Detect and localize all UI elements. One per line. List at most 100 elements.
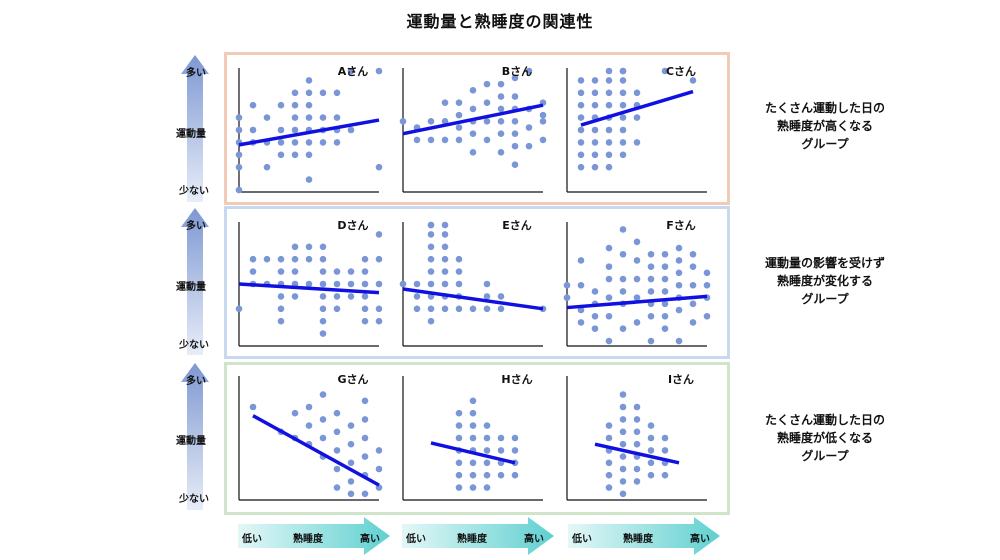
data-point [319,305,327,313]
data-point [455,99,463,107]
data-point [605,263,613,270]
data-point [319,434,327,442]
scatter-chart-c: Cさん [566,65,707,193]
data-point [375,317,383,325]
data-point [291,255,299,263]
data-point [361,397,369,405]
data-point [483,305,491,313]
data-point [619,139,627,146]
description-line: 熟睡度が高くなる [776,119,873,133]
data-point [577,257,585,264]
data-point [413,293,421,300]
data-point [483,99,491,107]
data-point [647,312,655,320]
data-point [619,67,627,75]
data-point [619,226,627,233]
group-box-1 [224,52,730,205]
data-point [591,151,599,159]
y-high-label: 多い [186,221,206,232]
data-point [675,281,683,289]
y-axis-label: 運動量 [176,436,206,447]
data-point [497,434,505,442]
data-point [333,465,341,473]
data-point [305,151,313,159]
trend-line [402,103,544,136]
data-point [375,67,383,75]
data-point [497,293,505,300]
data-point [605,101,613,109]
data-point [277,293,285,300]
data-point [689,77,697,84]
data-point [511,447,519,454]
data-point [347,478,355,485]
data-point [675,337,683,345]
data-point [347,459,355,467]
data-point [455,136,463,144]
trend-line [566,294,708,310]
data-point [427,255,435,263]
data-point [511,142,519,150]
data-point [689,319,697,326]
data-point [483,447,491,454]
group-description-2: 運動量の影響を受けず 熟睡度が変化する グループ [740,254,910,308]
data-point [375,231,383,238]
data-point [469,434,477,442]
data-point [647,288,655,295]
trend-line [402,287,544,311]
chart-title: Fさん [666,219,696,232]
x-axis-label: 熟睡度 [623,534,653,545]
scatter-chart-a: Aさん [235,65,383,194]
data-point [497,130,505,138]
data-point [305,422,313,429]
trend-line [580,89,694,127]
description-line: グループ [801,137,849,151]
data-point [661,275,669,283]
data-point [619,453,627,460]
y-axis-label: 運動量 [176,129,206,140]
data-point [661,288,669,295]
data-point [263,255,271,263]
trend-line [238,282,380,295]
data-point [633,465,641,473]
data-point [703,312,711,320]
data-point [619,114,627,121]
data-point [469,471,477,479]
data-point [619,416,627,423]
data-point [591,312,599,320]
data-point [413,280,421,288]
data-point [591,77,599,84]
data-point [469,422,477,429]
data-point [619,151,627,159]
data-point [291,243,299,251]
data-point [525,124,533,131]
data-point [291,101,299,109]
data-point [689,300,697,308]
data-point [577,163,585,171]
data-point [361,268,369,275]
data-point [291,126,299,134]
data-point [399,280,407,288]
data-point [661,325,669,332]
y-low-label: 少ない [179,340,209,351]
up-arrow-1 [181,55,209,202]
data-point [347,280,355,288]
data-point [675,269,683,277]
data-point [511,471,519,479]
data-point [361,255,369,263]
data-point [277,101,285,109]
data-point [633,275,641,283]
data-point [305,255,313,263]
data-point [577,306,585,314]
data-point [605,484,613,491]
y-low-label: 少ない [179,186,209,197]
data-point [605,163,613,171]
data-point [291,293,299,300]
data-point [483,459,491,467]
data-point [483,422,491,429]
trend-line [430,441,516,465]
data-point [263,114,271,121]
data-point [483,280,491,288]
data-point [619,101,627,109]
trend-line [238,118,380,147]
data-point [361,490,369,498]
